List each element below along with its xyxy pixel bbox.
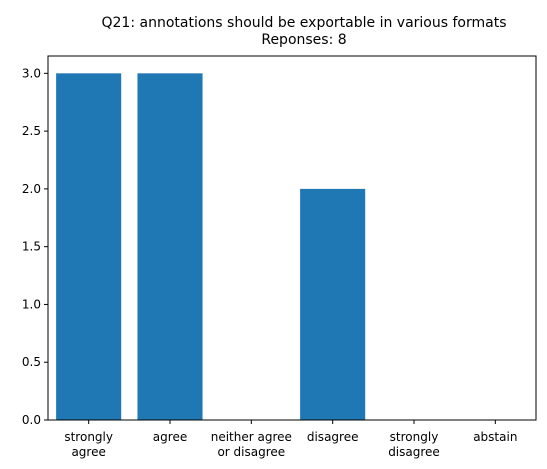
chart-subtitle: Reponses: 8	[261, 32, 346, 48]
y-axis: 0.0 0.5 1.0 1.5 2.0 2.5 3.0	[22, 66, 48, 427]
bar-3	[300, 188, 366, 420]
x-axis: strongly agree agree neither agree or disagr…	[64, 420, 517, 459]
y-tick-label-6: 3.0	[22, 66, 41, 80]
bar-0	[56, 73, 122, 420]
bar-1	[137, 73, 203, 420]
x-tick-label-1: agree	[153, 430, 187, 444]
x-tick-label-0: strongly agree	[64, 430, 113, 459]
y-tick-label-4: 2.0	[22, 182, 41, 196]
y-tick-label-1: 0.5	[22, 355, 41, 369]
y-tick-label-3: 1.5	[22, 240, 41, 254]
y-tick-label-2: 1.0	[22, 297, 41, 311]
y-tick-label-0: 0.0	[22, 413, 41, 427]
x-tick-label-4: strongly disagree	[388, 430, 440, 459]
x-tick-label-2: neither agree or disagree	[211, 430, 292, 459]
plot-frame	[47, 55, 537, 421]
x-tick-label-3: disagree	[307, 430, 359, 444]
bars-group	[56, 73, 366, 420]
x-tick-label-5: abstain	[473, 430, 517, 444]
chart-title: Q21: annotations should be exportable in…	[102, 15, 507, 31]
y-tick-label-5: 2.5	[22, 124, 41, 138]
